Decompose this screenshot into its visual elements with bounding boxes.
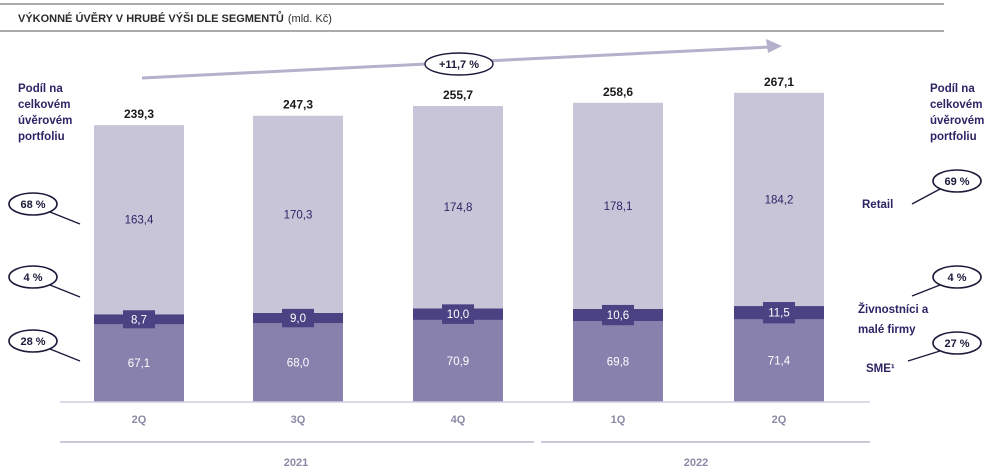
data-label-total: 258,6 bbox=[603, 85, 633, 99]
left-share-label: Podíl na celkovém úvěrovém portfoliu bbox=[18, 83, 76, 143]
data-label-box bbox=[763, 302, 795, 324]
x-tick-label: 1Q bbox=[611, 414, 626, 426]
legend-retail: Retail bbox=[862, 199, 893, 211]
data-label-small-business: 11,5 bbox=[768, 308, 790, 320]
legend-sme: SME¹ bbox=[866, 363, 895, 375]
data-label-box bbox=[602, 304, 634, 326]
data-label-total: 247,3 bbox=[283, 98, 313, 112]
right-share-sme-bubble: 27 % bbox=[907, 331, 982, 362]
data-label-small-business: 10,6 bbox=[607, 310, 629, 322]
group-label-2021: 2021 bbox=[284, 457, 308, 469]
bar-segment bbox=[94, 125, 184, 315]
bar-area: 67,1 8,7 163,4 239,3 2Q 68,0 9,0 170,3 247,3 3Q 70… bbox=[94, 75, 824, 426]
left-share-sme-bubble: 28 % bbox=[8, 329, 81, 362]
data-label-sme: 71,4 bbox=[768, 356, 791, 368]
data-label-small-business: 9,0 bbox=[290, 313, 306, 325]
data-label-total: 255,7 bbox=[443, 88, 473, 102]
x-tick-label: 2Q bbox=[772, 414, 787, 426]
group-label-2022: 2022 bbox=[684, 457, 708, 469]
bar-segment bbox=[253, 115, 343, 313]
bar-segment bbox=[734, 319, 824, 402]
bar-segment bbox=[734, 92, 824, 307]
data-label-sme: 70,9 bbox=[447, 356, 469, 368]
data-label-small-business: 8,7 bbox=[131, 314, 147, 326]
data-label-sme: 67,1 bbox=[128, 358, 150, 370]
bar-segment bbox=[573, 102, 663, 309]
data-label-box bbox=[123, 310, 155, 329]
data-label-total: 267,1 bbox=[764, 75, 794, 89]
svg-text:4 %: 4 % bbox=[24, 272, 43, 284]
data-label-retail: 184,2 bbox=[765, 194, 794, 206]
growth-bubble: +11,7 % bbox=[424, 52, 494, 76]
bar-segment bbox=[253, 323, 343, 402]
svg-text:28 %: 28 % bbox=[20, 336, 45, 348]
svg-text:69 %: 69 % bbox=[944, 176, 969, 188]
left-share-small-business-bubble: 4 % bbox=[8, 265, 81, 298]
right-share-label: Podíl na celkovém úvěrovém portfoliu bbox=[930, 83, 988, 143]
right-share-retail-bubble: 69 % bbox=[911, 169, 982, 205]
bar-segment bbox=[413, 319, 503, 402]
svg-text:68 %: 68 % bbox=[20, 199, 45, 211]
data-label-sme: 68,0 bbox=[287, 358, 309, 370]
right-share-small-business-bubble: 4 % bbox=[911, 265, 982, 297]
data-label-box bbox=[442, 304, 474, 324]
x-tick-label: 2Q bbox=[132, 414, 147, 426]
bar-segment bbox=[413, 106, 503, 309]
chart-title: VÝKONNÉ ÚVĚRY V HRUBÉ VÝŠI DLE SEGMENTŮ(… bbox=[18, 11, 332, 25]
svg-text:4 %: 4 % bbox=[948, 272, 967, 284]
data-label-box bbox=[282, 308, 314, 328]
svg-text:27 %: 27 % bbox=[944, 338, 969, 350]
bar-segment bbox=[94, 324, 184, 402]
bar-segment bbox=[573, 321, 663, 402]
data-label-retail: 178,1 bbox=[604, 201, 633, 213]
data-label-retail: 174,8 bbox=[444, 202, 473, 214]
left-share-retail-bubble: 68 % bbox=[8, 192, 81, 225]
data-label-sme: 69,8 bbox=[607, 357, 629, 369]
svg-text:+11,7 %: +11,7 % bbox=[439, 59, 479, 71]
data-label-retail: 163,4 bbox=[125, 215, 154, 227]
x-tick-label: 3Q bbox=[291, 414, 306, 426]
data-label-small-business: 10,0 bbox=[447, 309, 469, 321]
data-label-total: 239,3 bbox=[124, 107, 154, 121]
legend-small-business: Živnostníci a malé firmy bbox=[858, 303, 932, 336]
x-tick-label: 4Q bbox=[451, 414, 466, 426]
data-label-retail: 170,3 bbox=[284, 209, 313, 221]
